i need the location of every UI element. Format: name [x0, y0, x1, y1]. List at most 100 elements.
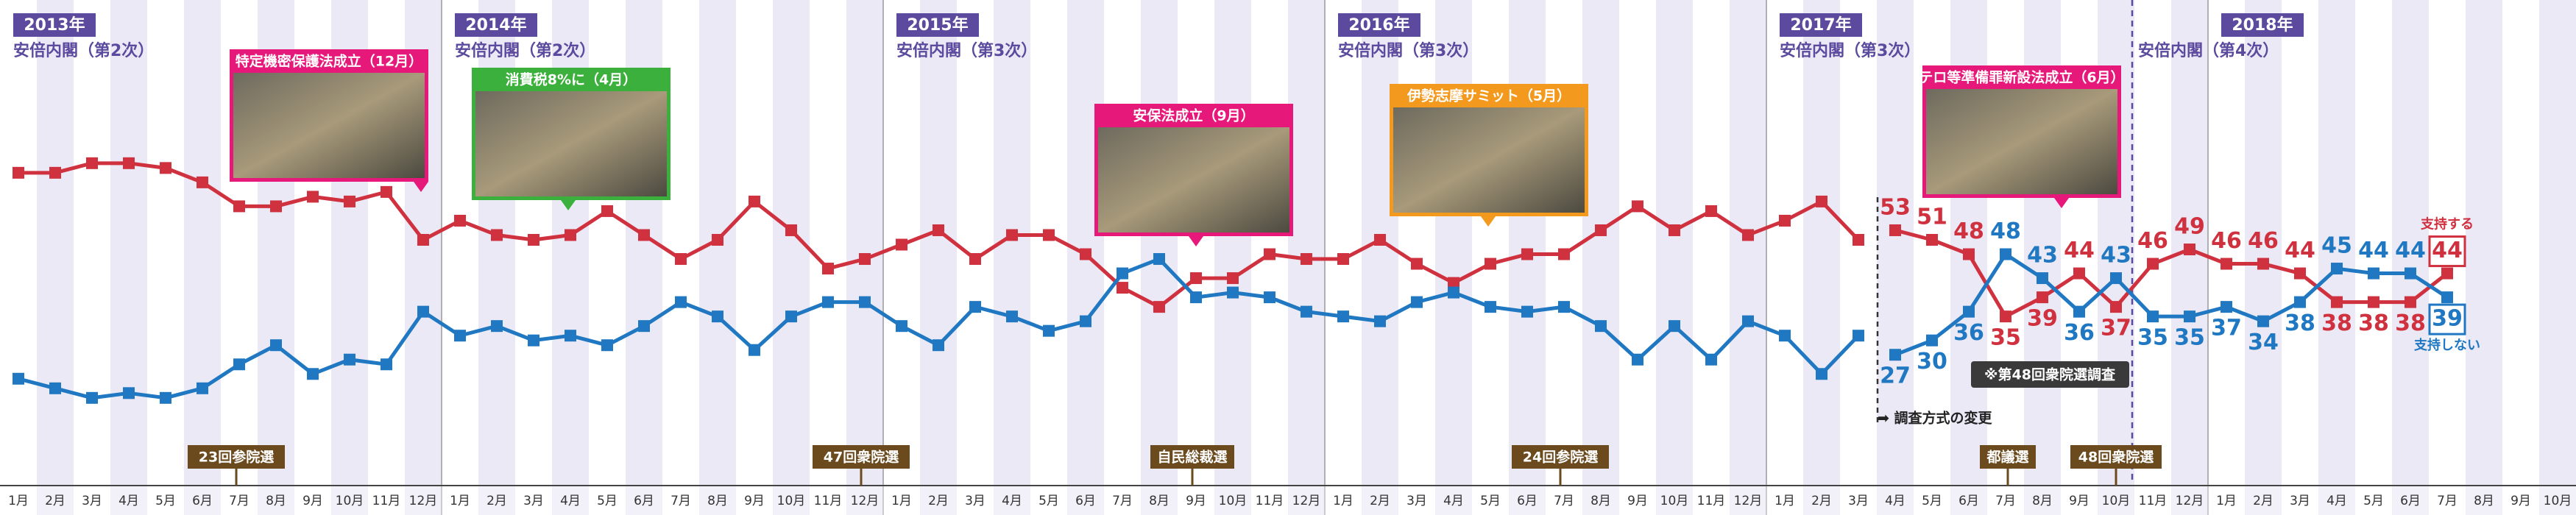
x-tick-label: 1月 — [1333, 494, 1354, 508]
x-tick-label: 6月 — [1075, 494, 1096, 508]
value-label: 44 — [2432, 238, 2463, 263]
data-point — [1521, 248, 1533, 260]
x-tick-label: 7月 — [1995, 494, 2016, 508]
data-point — [454, 330, 466, 342]
x-tick-label: 6月 — [192, 494, 213, 508]
x-tick-label: 9月 — [1627, 494, 1648, 508]
callout-pointer — [1481, 216, 1496, 227]
x-tick-label: 2月 — [928, 494, 949, 508]
final-label-box — [2428, 303, 2466, 335]
value-label: 35 — [2174, 325, 2205, 351]
data-point — [2000, 310, 2011, 323]
x-tick-label: 10月 — [777, 494, 806, 508]
election-box — [1980, 445, 2036, 469]
data-point — [1485, 258, 1496, 270]
x-tick-label: 1月 — [891, 494, 912, 508]
x-tick-label: 8月 — [1149, 494, 1170, 508]
month-stripe — [1877, 0, 1914, 515]
election-box — [813, 445, 910, 469]
year-box — [1338, 13, 1420, 37]
x-tick-label: 10月 — [336, 494, 364, 508]
data-point — [417, 233, 429, 246]
x-tick-label: 4月 — [2326, 494, 2347, 508]
year-box — [455, 13, 537, 37]
data-point — [1190, 272, 1202, 285]
data-point — [1816, 368, 1827, 380]
election-box — [188, 445, 285, 469]
value-label: 37 — [2101, 316, 2131, 341]
month-stripe — [699, 0, 736, 515]
data-point — [1117, 282, 1128, 294]
x-tick-label: 9月 — [2069, 494, 2090, 508]
data-point — [49, 166, 61, 179]
value-label: 43 — [2027, 243, 2058, 269]
x-tick-label: 3月 — [82, 494, 102, 508]
x-tick-label: 10月 — [1219, 494, 1248, 508]
data-point — [1337, 310, 1349, 323]
data-point — [785, 310, 797, 323]
value-label: 44 — [2064, 238, 2095, 263]
election-label: 自民総裁選 — [1157, 449, 1227, 466]
x-tick-label: 2月 — [1370, 494, 1390, 508]
data-point — [1632, 353, 1643, 366]
year-label: 2013年 — [24, 15, 85, 35]
cabinet-label: 安倍内閣（第3次） — [1338, 41, 1479, 60]
x-tick-label: 4月 — [1443, 494, 1464, 508]
year-label: 2018年 — [2232, 15, 2293, 35]
month-stripe — [1104, 0, 1141, 515]
data-point — [1705, 353, 1717, 366]
data-point — [565, 229, 576, 241]
month-stripe — [994, 0, 1030, 515]
x-tick-label: 12月 — [851, 494, 880, 508]
x-tick-label: 2月 — [486, 494, 507, 508]
value-label: 35 — [2137, 325, 2168, 351]
x-tick-label: 7月 — [229, 494, 250, 508]
data-point — [1853, 233, 1864, 246]
data-point — [2184, 244, 2195, 256]
data-point — [712, 310, 723, 323]
x-tick-label: 7月 — [1554, 494, 1574, 508]
x-tick-label: 9月 — [302, 494, 323, 508]
data-point — [1963, 248, 1975, 260]
cabinet-label: 安倍内閣（第3次） — [1780, 41, 1920, 60]
value-label: 36 — [2064, 320, 2095, 346]
year-label: 2015年 — [907, 15, 968, 35]
year-box — [2221, 13, 2304, 37]
x-tick-label: 3月 — [965, 494, 986, 508]
data-point — [491, 320, 503, 333]
data-point — [1742, 229, 1754, 241]
data-point — [2331, 296, 2343, 308]
month-stripe — [37, 0, 74, 515]
x-tick-label: 8月 — [1590, 494, 1611, 508]
data-point — [2000, 248, 2011, 260]
x-tick-label: 9月 — [744, 494, 765, 508]
x-tick-label: 2月 — [45, 494, 66, 508]
callout-photo — [233, 73, 425, 178]
month-stripe — [2502, 0, 2539, 515]
data-point — [1595, 224, 1607, 236]
legend-label: 支持しない — [2413, 337, 2480, 353]
axis-band — [0, 486, 2576, 515]
series-line — [1894, 252, 2449, 357]
x-tick-label: 3月 — [1406, 494, 1427, 508]
value-label: 38 — [2358, 310, 2389, 336]
month-stripe — [1656, 0, 1693, 515]
election-box — [2070, 445, 2162, 469]
data-point — [1080, 248, 1091, 260]
year-label: 2016年 — [1348, 15, 1409, 35]
data-point — [49, 382, 61, 394]
value-label: 44 — [2358, 238, 2389, 263]
x-tick-label: 10月 — [2544, 494, 2572, 508]
data-point — [1411, 296, 1423, 308]
data-point — [491, 229, 503, 241]
legend-label: 支持する — [2420, 216, 2474, 232]
year-label: 2014年 — [465, 15, 526, 35]
callout-title: 安保法成立（9月） — [1133, 107, 1254, 124]
cabinet-label: 安倍内閣（第2次） — [455, 41, 595, 60]
x-tick-label: 5月 — [2363, 494, 2384, 508]
data-point — [1411, 258, 1423, 270]
data-point — [528, 233, 539, 246]
data-point — [2405, 296, 2416, 308]
x-tick-label: 11月 — [2139, 494, 2168, 508]
x-tick-label: 4月 — [1002, 494, 1022, 508]
